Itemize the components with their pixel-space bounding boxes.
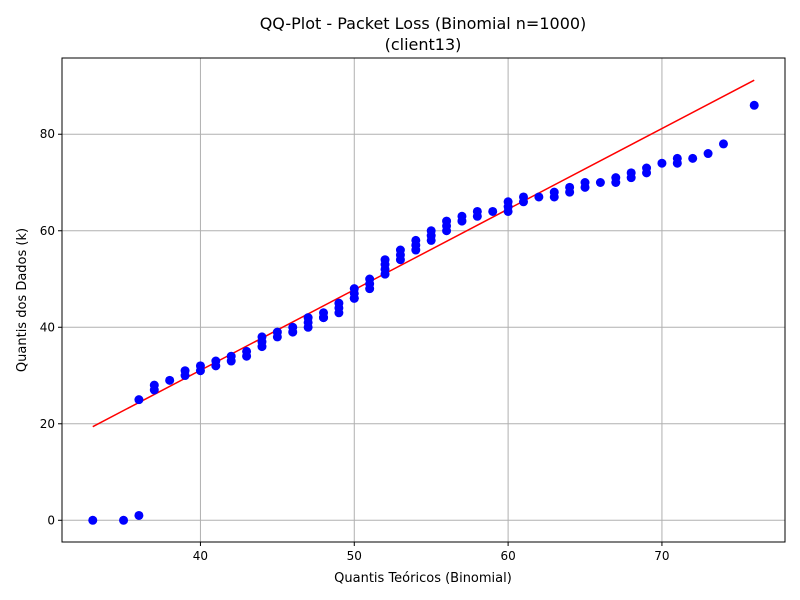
x-axis-label: Quantis Teóricos (Binomial): [334, 571, 512, 586]
data-point: [672, 153, 682, 163]
data-point: [503, 197, 513, 207]
x-tick-label: 60: [500, 549, 515, 563]
data-point: [257, 332, 267, 342]
data-points-layer: [88, 100, 759, 525]
y-tick-label: 20: [40, 417, 55, 431]
data-point: [718, 139, 728, 149]
data-point: [380, 255, 390, 265]
data-point: [242, 346, 252, 356]
x-axis-ticks: 40 50 60 70: [193, 542, 670, 563]
x-tick-label: 40: [193, 549, 208, 563]
reference-line: [92, 79, 755, 428]
data-point: [549, 187, 559, 197]
chart-subtitle: (client13): [385, 35, 462, 54]
grid: [62, 58, 785, 542]
data-point: [488, 206, 498, 216]
data-point: [165, 375, 175, 385]
data-point: [119, 515, 129, 525]
y-axis-label: Quantis dos Dados (k): [15, 228, 30, 372]
data-point: [518, 192, 528, 202]
data-point: [303, 313, 313, 323]
chart-title: QQ-Plot - Packet Loss (Binomial n=1000): [260, 14, 587, 33]
plot-area-frame: [61, 57, 786, 543]
data-point: [642, 163, 652, 173]
data-point: [457, 211, 467, 221]
y-axis-ticks: 0 20 40 60 80: [40, 127, 62, 527]
data-point: [688, 153, 698, 163]
data-point: [149, 380, 159, 390]
data-point: [442, 216, 452, 226]
data-point: [349, 293, 359, 303]
data-point: [88, 515, 98, 525]
data-point: [395, 245, 405, 255]
data-point: [349, 284, 359, 294]
y-tick-label: 80: [40, 127, 55, 141]
data-point: [319, 313, 329, 323]
data-point: [134, 395, 144, 405]
data-point: [565, 182, 575, 192]
data-point: [657, 158, 667, 168]
y-tick-label: 60: [40, 224, 55, 238]
data-point: [749, 100, 759, 110]
data-point: [226, 351, 236, 361]
data-point: [180, 366, 190, 376]
reference-line-layer: [92, 79, 755, 428]
data-point: [426, 226, 436, 236]
y-tick-label: 0: [47, 513, 55, 527]
data-point: [195, 361, 205, 371]
data-point: [272, 327, 282, 337]
data-point: [134, 510, 144, 520]
data-point: [334, 298, 344, 308]
data-point: [365, 274, 375, 284]
x-tick-label: 70: [654, 549, 669, 563]
data-point: [534, 192, 544, 202]
data-point: [472, 206, 482, 216]
data-point: [411, 235, 421, 245]
data-point: [595, 177, 605, 187]
data-point: [211, 356, 221, 366]
x-tick-label: 50: [347, 549, 362, 563]
data-point: [626, 168, 636, 178]
y-tick-label: 40: [40, 320, 55, 334]
data-point: [611, 173, 621, 183]
data-point: [580, 177, 590, 187]
data-point: [288, 322, 298, 332]
data-point: [703, 149, 713, 159]
